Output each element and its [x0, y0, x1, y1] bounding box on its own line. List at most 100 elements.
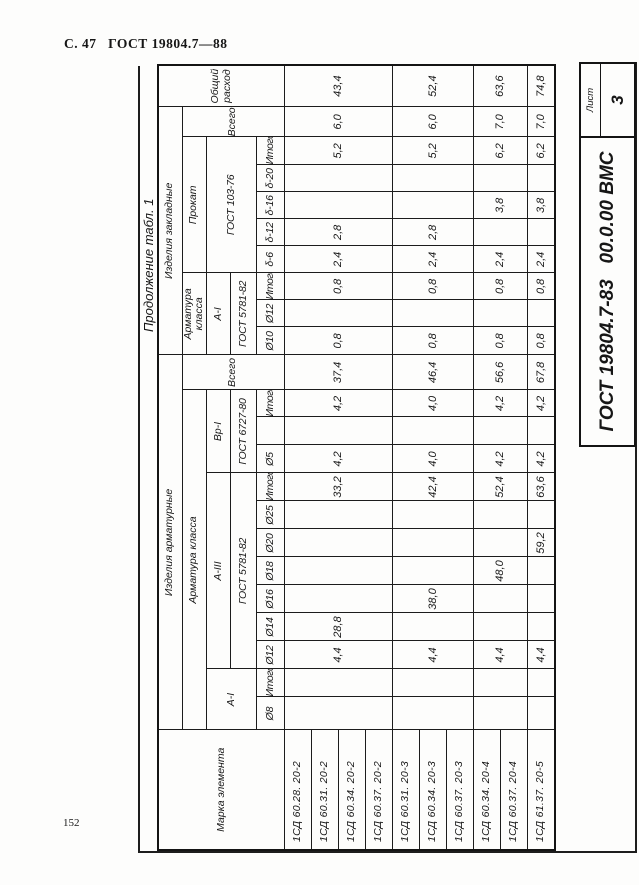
value-cell: 7,0 — [527, 106, 555, 137]
value-cell — [527, 299, 555, 327]
value-cell: 74,8 — [527, 64, 555, 107]
value-cell: 0,8 — [527, 272, 555, 300]
col-total-overall: Общий расход — [158, 64, 285, 107]
col-header-f25: Ø25 — [256, 501, 285, 529]
value-cell — [284, 529, 393, 557]
group-embedded-products: Изделия закладные — [158, 106, 182, 355]
title-block: ГОСТ 19804.7-83 00.0.00 ВМС Лист 3 — [579, 62, 636, 447]
value-cell: 2,4 — [284, 245, 393, 273]
value-cell: 4,2 — [284, 445, 393, 473]
value-cell — [392, 669, 474, 697]
table-row: 1СД 60.34. 20-4 4,4 48,0 52,4 4,2 4,2 56,6 0,8 0… — [473, 64, 528, 850]
value-cell — [284, 585, 393, 613]
value-cell: 4,2 — [473, 390, 528, 417]
value-cell: 3,8 — [527, 191, 555, 219]
value-cell: 6,0 — [392, 106, 474, 137]
value-cell: 63,6 — [473, 64, 528, 107]
value-cell: 33,2 — [284, 473, 393, 501]
embedded-armature-class-header: Арматура класса — [182, 272, 207, 355]
col-total-embedded: Всего — [182, 106, 285, 137]
value-cell — [527, 669, 555, 697]
value-cell: 67,8 — [527, 354, 555, 390]
value-cell: 2,4 — [392, 245, 474, 273]
value-cell: 4,4 — [473, 641, 528, 669]
value-cell: 56,6 — [473, 354, 528, 390]
value-cell — [473, 529, 528, 557]
row-label: 1СД 60.34. 20-4 — [473, 730, 501, 850]
col-header-itogo: Итого — [256, 136, 285, 165]
col-header-d16: δ-16 — [256, 191, 285, 219]
col-total-armature: Всего — [182, 354, 285, 390]
table-row: 1СД 60.31. 20-3 4,4 38,0 42,4 4,0 4,0 46,4 0,8 0… — [392, 64, 474, 850]
value-cell — [392, 529, 474, 557]
value-cell — [284, 697, 393, 730]
row-label: 1СД 60.34. 20-3 — [419, 730, 447, 850]
value-cell — [284, 669, 393, 697]
group-armature-products: Изделия арматурные — [158, 354, 182, 730]
value-cell — [473, 697, 528, 730]
value-cell — [473, 669, 528, 697]
col-header-f5: Ø5 — [256, 445, 285, 473]
corner-header: Марка элемента — [158, 730, 285, 850]
class-a3-header: А-III — [206, 473, 231, 669]
value-cell: 0,8 — [392, 272, 474, 300]
class-a1-header: А-I — [206, 669, 257, 730]
value-cell: 4,4 — [392, 641, 474, 669]
col-header-d6: δ-6 — [256, 245, 285, 273]
row-label: 1СД 60.31. 20-3 — [392, 730, 420, 850]
value-cell: 37,4 — [284, 354, 393, 390]
value-cell — [392, 501, 474, 529]
row-label: 1СД 60.37. 20-3 — [446, 730, 474, 850]
value-cell — [284, 557, 393, 585]
value-cell — [473, 501, 528, 529]
value-cell — [473, 164, 528, 192]
value-cell — [284, 299, 393, 327]
value-cell: 0,8 — [284, 326, 393, 355]
gost-5781-82-header: ГОСТ 5781-82 — [230, 473, 257, 669]
value-cell — [392, 557, 474, 585]
value-cell: 6,2 — [473, 136, 528, 165]
value-cell: 43,4 — [284, 64, 393, 107]
page-header: С. 47 ГОСТ 19804.7—88 — [64, 36, 228, 51]
value-cell — [473, 613, 528, 641]
value-cell: 2,4 — [473, 245, 528, 273]
value-cell — [392, 417, 474, 445]
value-cell — [527, 697, 555, 730]
col-header-itogo: Итого — [256, 272, 285, 300]
value-cell — [527, 585, 555, 613]
header-row-groups: Марка элемента Изделия арматурные Издели… — [158, 64, 285, 850]
value-cell: 38,0 — [392, 585, 474, 613]
col-header-blank — [256, 417, 285, 445]
title-block-doc-number: ГОСТ 19804.7-83 00.0.00 ВМС — [581, 136, 634, 445]
title-block-sheet-section: Лист 3 — [581, 64, 634, 136]
class-vr1-header: Вр-I — [206, 390, 231, 473]
value-cell: 2,8 — [284, 218, 393, 246]
value-cell: 42,4 — [392, 473, 474, 501]
value-cell: 3,8 — [473, 191, 528, 219]
col-header-itogo: Итого — [256, 390, 285, 417]
value-cell: 63,6 — [527, 473, 555, 501]
frame-line-left — [138, 66, 140, 852]
value-cell: 6,0 — [284, 106, 393, 137]
materials-consumption-table: Марка элемента Изделия арматурные Издели… — [157, 63, 556, 851]
value-cell: 28,8 — [284, 613, 393, 641]
value-cell: 7,0 — [473, 106, 528, 137]
value-cell — [527, 501, 555, 529]
row-label: 1СД 60.31. 20-2 — [311, 730, 339, 850]
value-cell — [284, 191, 393, 219]
col-header-f16: Ø16 — [256, 585, 285, 613]
col-header-f12: Ø12 — [256, 299, 285, 327]
row-label: 1СД 61.37. 20-5 — [527, 730, 555, 850]
frame-line-bottom — [138, 851, 637, 853]
embedded-class-a1-header: А-I — [206, 272, 231, 355]
value-cell: 4,2 — [527, 445, 555, 473]
rotated-table-container: Марка элемента Изделия арматурные Издели… — [157, 63, 557, 851]
value-cell — [527, 417, 555, 445]
value-cell: 5,2 — [284, 136, 393, 165]
value-cell: 4,2 — [473, 445, 528, 473]
embedded-gost-5781-82-header: ГОСТ 5781-82 — [230, 272, 257, 355]
value-cell — [392, 697, 474, 730]
col-header-f18: Ø18 — [256, 557, 285, 585]
value-cell: 52,4 — [473, 473, 528, 501]
